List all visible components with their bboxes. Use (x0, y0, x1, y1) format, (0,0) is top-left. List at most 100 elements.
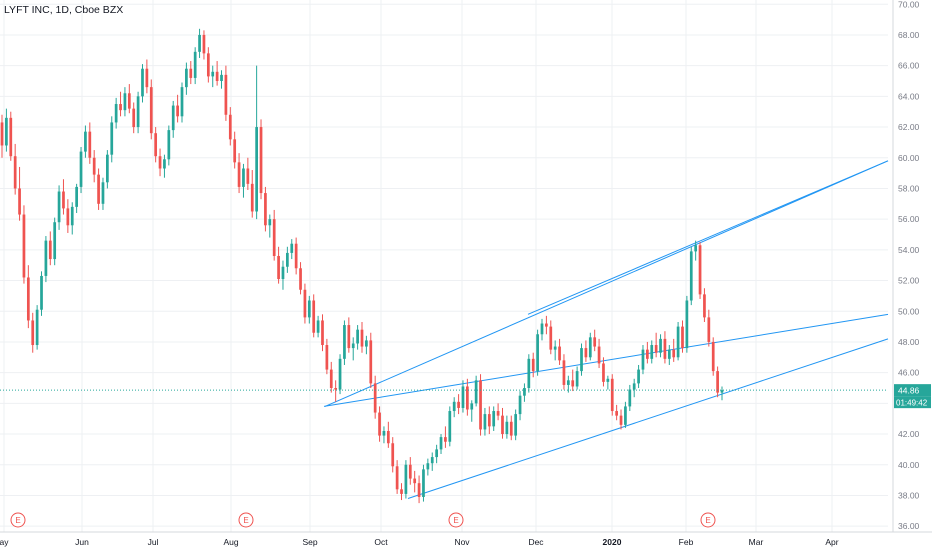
candle (250, 170, 254, 218)
time-tick-label: Oct (374, 537, 388, 547)
candle (259, 119, 263, 200)
candle (386, 421, 390, 448)
earnings-marker[interactable]: E (238, 512, 254, 528)
candle-body (417, 483, 421, 497)
candle-body (646, 349, 649, 359)
candle-body (430, 457, 434, 464)
candle-body (676, 326, 680, 358)
candle (303, 283, 307, 324)
chart-title: LYFT INC, 1D, Cboe BZX (4, 4, 124, 16)
trendlines[interactable] (323, 160, 889, 499)
candle-body (588, 337, 592, 358)
candle-body (198, 34, 201, 52)
candle (676, 321, 680, 361)
candle (101, 177, 105, 210)
candle (18, 166, 21, 221)
candle (70, 202, 74, 235)
candle (395, 460, 399, 494)
candle-body (536, 334, 539, 372)
candle (575, 366, 579, 390)
candle-body (211, 71, 215, 77)
candle-body (716, 371, 719, 393)
candle (553, 340, 557, 361)
candle-body (496, 411, 500, 416)
candle-body (5, 117, 8, 146)
candle (483, 407, 487, 436)
candle-body (391, 443, 395, 467)
candle (487, 406, 491, 435)
candle (35, 305, 39, 350)
candle-body (400, 489, 403, 494)
time-axis[interactable]: ay Jun Jul Aug Sep Oct Nov Dec 2020 Feb Mar Apr (0, 531, 932, 547)
candle (408, 457, 412, 485)
candle (88, 122, 92, 164)
candle-body (672, 349, 676, 358)
candle (667, 345, 671, 365)
candle (206, 47, 210, 83)
candle-body (408, 464, 412, 479)
candle-body (444, 437, 447, 442)
price-tick-label: 58.00 (898, 183, 920, 193)
candle-body (286, 252, 289, 267)
candle (185, 62, 188, 95)
candle-body (720, 390, 724, 393)
candle-body (571, 380, 575, 387)
candle (549, 320, 553, 355)
bar-countdown: 01:49:42 (896, 399, 928, 408)
earnings-marker[interactable]: E (10, 512, 26, 528)
candle-body (483, 414, 487, 430)
candle (220, 70, 223, 89)
candle (66, 199, 70, 233)
candle (215, 61, 219, 86)
candle (9, 111, 13, 161)
candle-body (479, 380, 482, 430)
candle-body (461, 386, 465, 408)
earnings-marker[interactable]: E (700, 512, 716, 528)
candle-body (101, 182, 105, 204)
candle-body (272, 219, 276, 256)
candle-body (514, 414, 518, 436)
candle-body (193, 51, 197, 78)
candle-body (255, 127, 258, 212)
time-tick-label: Feb (679, 537, 694, 547)
time-tick-label: Mar (749, 537, 764, 547)
candle-body (360, 329, 364, 347)
candle (329, 361, 333, 393)
candle (439, 434, 443, 455)
candle (281, 260, 285, 290)
candle (198, 28, 201, 58)
candle (268, 214, 272, 238)
candle (509, 415, 513, 441)
candle-body (141, 68, 144, 97)
candle-body (694, 245, 698, 252)
candle-body (329, 369, 333, 388)
candle (202, 30, 206, 60)
candle (628, 384, 632, 412)
candle (593, 329, 597, 352)
candle-body (602, 363, 605, 382)
candle (536, 329, 539, 376)
price-tick-label: 40.00 (898, 460, 920, 470)
candle-body (106, 154, 109, 183)
candle-body (303, 289, 307, 318)
candle (624, 401, 627, 428)
candle (141, 64, 144, 103)
price-axis[interactable]: 36.0038.0040.0042.0044.0046.0048.0050.00… (892, 0, 920, 532)
candle (13, 143, 17, 195)
candle-body (233, 139, 237, 163)
candle (351, 337, 355, 361)
candle (650, 340, 654, 364)
earnings-marker[interactable]: E (448, 512, 464, 528)
candle-body (88, 131, 92, 158)
candle-body (75, 186, 78, 207)
candle (264, 186, 267, 232)
candle (294, 237, 298, 275)
candle (84, 125, 87, 158)
earnings-circle (448, 512, 464, 528)
candle-body (487, 414, 491, 427)
candle (452, 397, 456, 418)
price-tick-label: 36.00 (898, 521, 920, 531)
candle-body (57, 191, 61, 223)
